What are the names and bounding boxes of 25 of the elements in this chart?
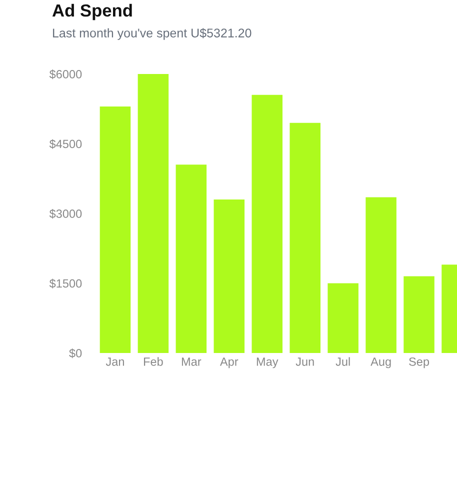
bar — [176, 164, 207, 353]
bar — [328, 283, 358, 353]
bar — [404, 276, 434, 353]
x-tick-label: Apr — [220, 358, 238, 368]
x-tick-label: Mar — [182, 358, 202, 366]
x-tick-label: Jun — [296, 358, 314, 366]
bar — [366, 197, 396, 353]
y-tick-label: $4500 — [49, 139, 82, 149]
x-tick-label: Sep — [409, 357, 430, 368]
x-tick-label: Jul — [336, 357, 350, 366]
y-tick-label: $1500 — [49, 278, 82, 288]
y-tick-label: $6000 — [49, 70, 82, 80]
x-tick-label: Feb — [144, 357, 163, 366]
bar — [138, 74, 169, 353]
x-tick-label: Aug — [370, 358, 391, 368]
bar — [252, 94, 283, 353]
bar — [214, 200, 245, 353]
chart-subtitle: Last month you've spent U$5321.20 — [53, 28, 252, 40]
bar — [290, 122, 320, 353]
y-tick-label: $3000 — [49, 209, 82, 219]
y-tick-label: $0 — [69, 348, 82, 358]
chart-title: Ad Spend — [52, 4, 132, 20]
x-tick-label: May — [256, 358, 278, 368]
bar — [100, 106, 131, 353]
x-tick-label: Jan — [106, 358, 124, 366]
